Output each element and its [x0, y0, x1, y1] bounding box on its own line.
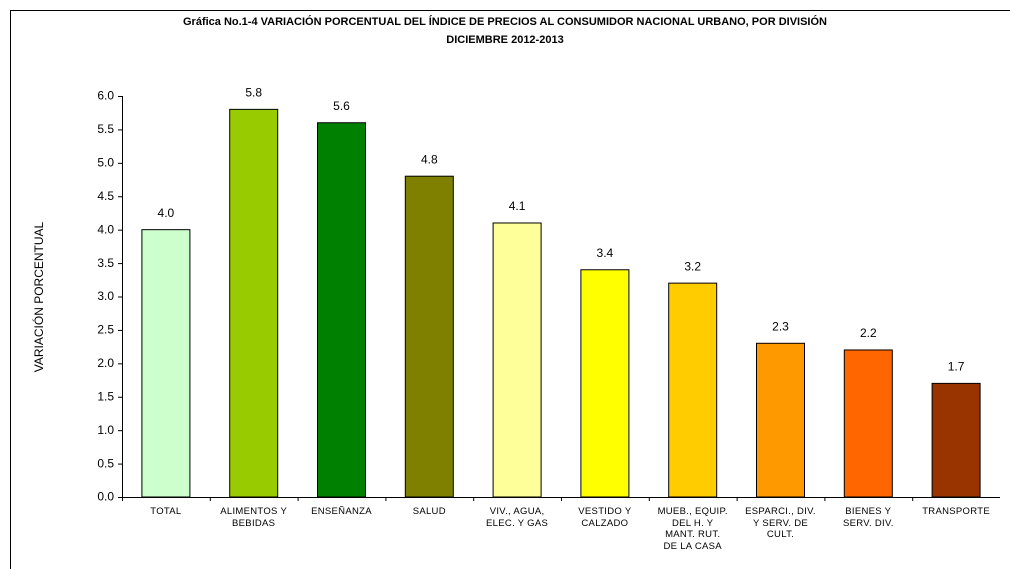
x-tick-label: MUEB., EQUIP. DEL H. Y MANT. RUT. DE LA … — [657, 506, 728, 552]
x-tick-label: VIV., AGUA, ELEC. Y GAS — [486, 506, 549, 529]
y-tick-label: 1.5 — [97, 389, 114, 403]
x-tick-label: ENSEÑANZA — [311, 506, 372, 517]
bar — [141, 229, 191, 498]
data-label: 4.1 — [509, 199, 526, 213]
data-label: 2.2 — [860, 326, 877, 340]
data-label: 5.6 — [333, 99, 350, 113]
y-tick-label: 0.5 — [97, 456, 114, 470]
y-tick-label: 2.0 — [97, 356, 114, 370]
bar — [668, 282, 718, 498]
x-tick-label: TOTAL — [150, 506, 182, 517]
y-tick-label: 4.5 — [97, 189, 114, 203]
bar — [317, 122, 366, 498]
chart-title: Gráfica No.1-4 VARIACIÓN PORCENTUAL DEL … — [183, 15, 827, 28]
y-tick-label: 2.5 — [97, 323, 114, 337]
bar — [404, 175, 454, 498]
x-tick-label: ESPARCI., DIV. Y SERV. DE CULT. — [745, 506, 816, 540]
y-tick-label: 3.5 — [97, 256, 114, 270]
x-tick-label: BIENES Y SERV. DIV. — [842, 506, 894, 529]
y-tick-label: 3.0 — [97, 289, 114, 303]
y-tick-label: 6.0 — [97, 89, 114, 103]
bar — [756, 342, 805, 498]
y-tick-label: 5.5 — [97, 122, 114, 136]
data-label: 4.8 — [421, 152, 438, 166]
x-tick-label: ALIMENTOS Y BEBIDAS — [220, 506, 288, 529]
y-axis-label: VARIACIÓN PORCENTUAL — [31, 221, 46, 372]
data-label: 1.7 — [948, 360, 965, 374]
bar — [931, 382, 981, 498]
bar — [492, 222, 542, 498]
x-tick-label: TRANSPORTE — [922, 506, 990, 517]
y-tick-label: 0.0 — [97, 490, 114, 504]
data-label: 3.2 — [684, 259, 701, 273]
y-tick-label: 4.0 — [97, 222, 114, 236]
x-tick-label: VESTIDO Y CALZADO — [578, 506, 632, 529]
data-label: 5.8 — [245, 86, 262, 100]
bar — [843, 349, 893, 498]
bar — [229, 108, 279, 498]
chart-subtitle: DICIEMBRE 2012-2013 — [446, 34, 563, 46]
data-label: 2.3 — [772, 319, 789, 333]
x-tick-label: SALUD — [412, 506, 446, 517]
bar — [580, 269, 630, 498]
y-tick-label: 5.0 — [97, 156, 114, 170]
data-label: 3.4 — [597, 246, 614, 260]
y-tick-label: 1.0 — [97, 423, 114, 437]
data-label: 4.0 — [158, 206, 175, 220]
